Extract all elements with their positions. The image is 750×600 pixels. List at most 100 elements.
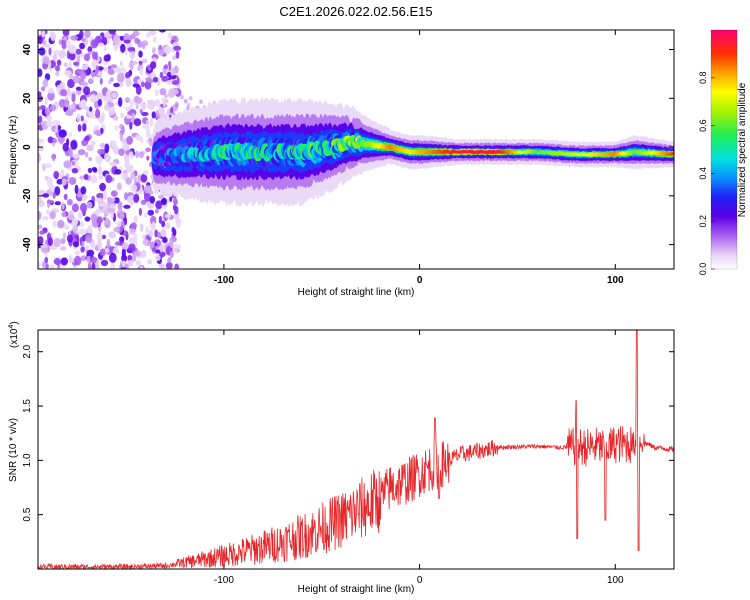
noise-blob xyxy=(140,173,148,183)
noise-blob xyxy=(38,262,41,268)
noise-blob xyxy=(161,75,168,82)
noise-blob xyxy=(73,61,79,66)
noise-blob xyxy=(95,108,101,119)
noise-blob xyxy=(81,99,87,108)
noise-blob xyxy=(130,184,138,192)
noise-blob xyxy=(90,140,96,147)
noise-blob xyxy=(79,30,84,40)
noise-blob xyxy=(164,93,168,99)
noise-blob xyxy=(74,184,79,195)
noise-blob xyxy=(110,261,116,269)
noise-blob xyxy=(142,238,149,246)
noise-blob xyxy=(128,61,134,69)
noise-blob xyxy=(45,263,49,269)
noise-blob xyxy=(95,155,103,164)
noise-blob xyxy=(54,201,61,206)
noise-blob xyxy=(80,202,88,213)
noise-blob xyxy=(98,175,104,180)
noise-blob xyxy=(133,233,138,242)
noise-blob xyxy=(147,259,152,265)
noise-blob xyxy=(86,144,94,152)
noise-blob xyxy=(141,58,148,64)
noise-blob xyxy=(163,64,169,70)
colorbar-tick-label: 0.4 xyxy=(698,167,708,180)
noise-blob xyxy=(38,106,43,111)
noise-blob xyxy=(83,106,90,111)
y-tick-label: 1.5 xyxy=(22,399,33,413)
noise-blob xyxy=(90,175,98,184)
noise-blob xyxy=(116,72,125,83)
noise-blob xyxy=(151,111,156,119)
noise-blob xyxy=(87,46,93,53)
spectrogram-panel: -100 0 100 -40 -20 0 20 40 Height of straight … xyxy=(8,29,675,298)
noise-blob xyxy=(43,43,51,48)
noise-blob xyxy=(161,204,168,210)
noise-blob xyxy=(60,238,66,245)
y-tick-label: 20 xyxy=(22,92,33,104)
colorbar-tick-label: 0.0 xyxy=(698,263,708,276)
noise-blob xyxy=(173,45,182,51)
noise-blob xyxy=(113,44,119,52)
noise-blob xyxy=(98,202,105,208)
noise-blob xyxy=(157,49,165,56)
noise-blob xyxy=(149,117,154,128)
noise-blob xyxy=(123,39,131,44)
noise-blob xyxy=(161,220,166,228)
noise-blob xyxy=(127,47,135,52)
noise-blob xyxy=(111,92,117,99)
noise-blob xyxy=(122,260,126,268)
noise-blob xyxy=(60,257,68,266)
noise-blob xyxy=(123,204,131,209)
noise-blob xyxy=(101,112,105,122)
noise-blob xyxy=(140,250,147,258)
noise-blob xyxy=(118,148,125,156)
noise-blob xyxy=(125,77,132,87)
noise-blob xyxy=(131,112,136,119)
noise-blob xyxy=(124,217,128,226)
noise-blob xyxy=(139,265,144,269)
noise-blob xyxy=(134,177,138,185)
noise-blob xyxy=(128,243,136,252)
noise-blob xyxy=(138,50,143,58)
noise-blob xyxy=(126,114,131,120)
noise-blob xyxy=(79,175,85,180)
noise-blob xyxy=(169,239,174,249)
noise-blob xyxy=(129,121,133,130)
noise-blob xyxy=(129,34,136,40)
noise-blob xyxy=(121,254,128,262)
noise-blob xyxy=(141,111,149,117)
noise-blob xyxy=(38,152,41,162)
noise-blob xyxy=(145,147,152,153)
noise-blob xyxy=(52,153,56,162)
noise-blob xyxy=(75,48,82,55)
noise-blob xyxy=(188,96,193,101)
noise-blob xyxy=(64,224,70,231)
noise-blob xyxy=(70,140,78,150)
noise-blob xyxy=(97,148,105,155)
noise-blob xyxy=(77,124,82,132)
noise-blob xyxy=(97,165,102,176)
noise-blob xyxy=(129,200,134,206)
noise-blob xyxy=(38,210,42,221)
spectrogram-y-axis-label: Frequency (Hz) xyxy=(8,116,19,185)
noise-blob xyxy=(115,66,121,74)
noise-blob xyxy=(120,43,126,53)
noise-blob xyxy=(158,263,166,269)
noise-blob xyxy=(101,36,108,43)
noise-blob xyxy=(64,70,72,77)
noise-blob xyxy=(172,204,177,211)
noise-blob xyxy=(165,98,169,104)
noise-blob xyxy=(158,106,163,115)
noise-blob xyxy=(146,103,152,109)
noise-blob xyxy=(171,227,175,233)
noise-blob xyxy=(80,71,87,80)
noise-blob xyxy=(38,189,46,196)
noise-blob xyxy=(58,99,67,108)
y-tick-label: 2.0 xyxy=(22,344,33,358)
noise-blob xyxy=(99,142,106,149)
noise-blob xyxy=(107,208,116,213)
noise-blob xyxy=(87,262,92,269)
noise-blob xyxy=(142,42,146,50)
noise-blob xyxy=(149,196,156,204)
noise-blob xyxy=(71,203,79,213)
